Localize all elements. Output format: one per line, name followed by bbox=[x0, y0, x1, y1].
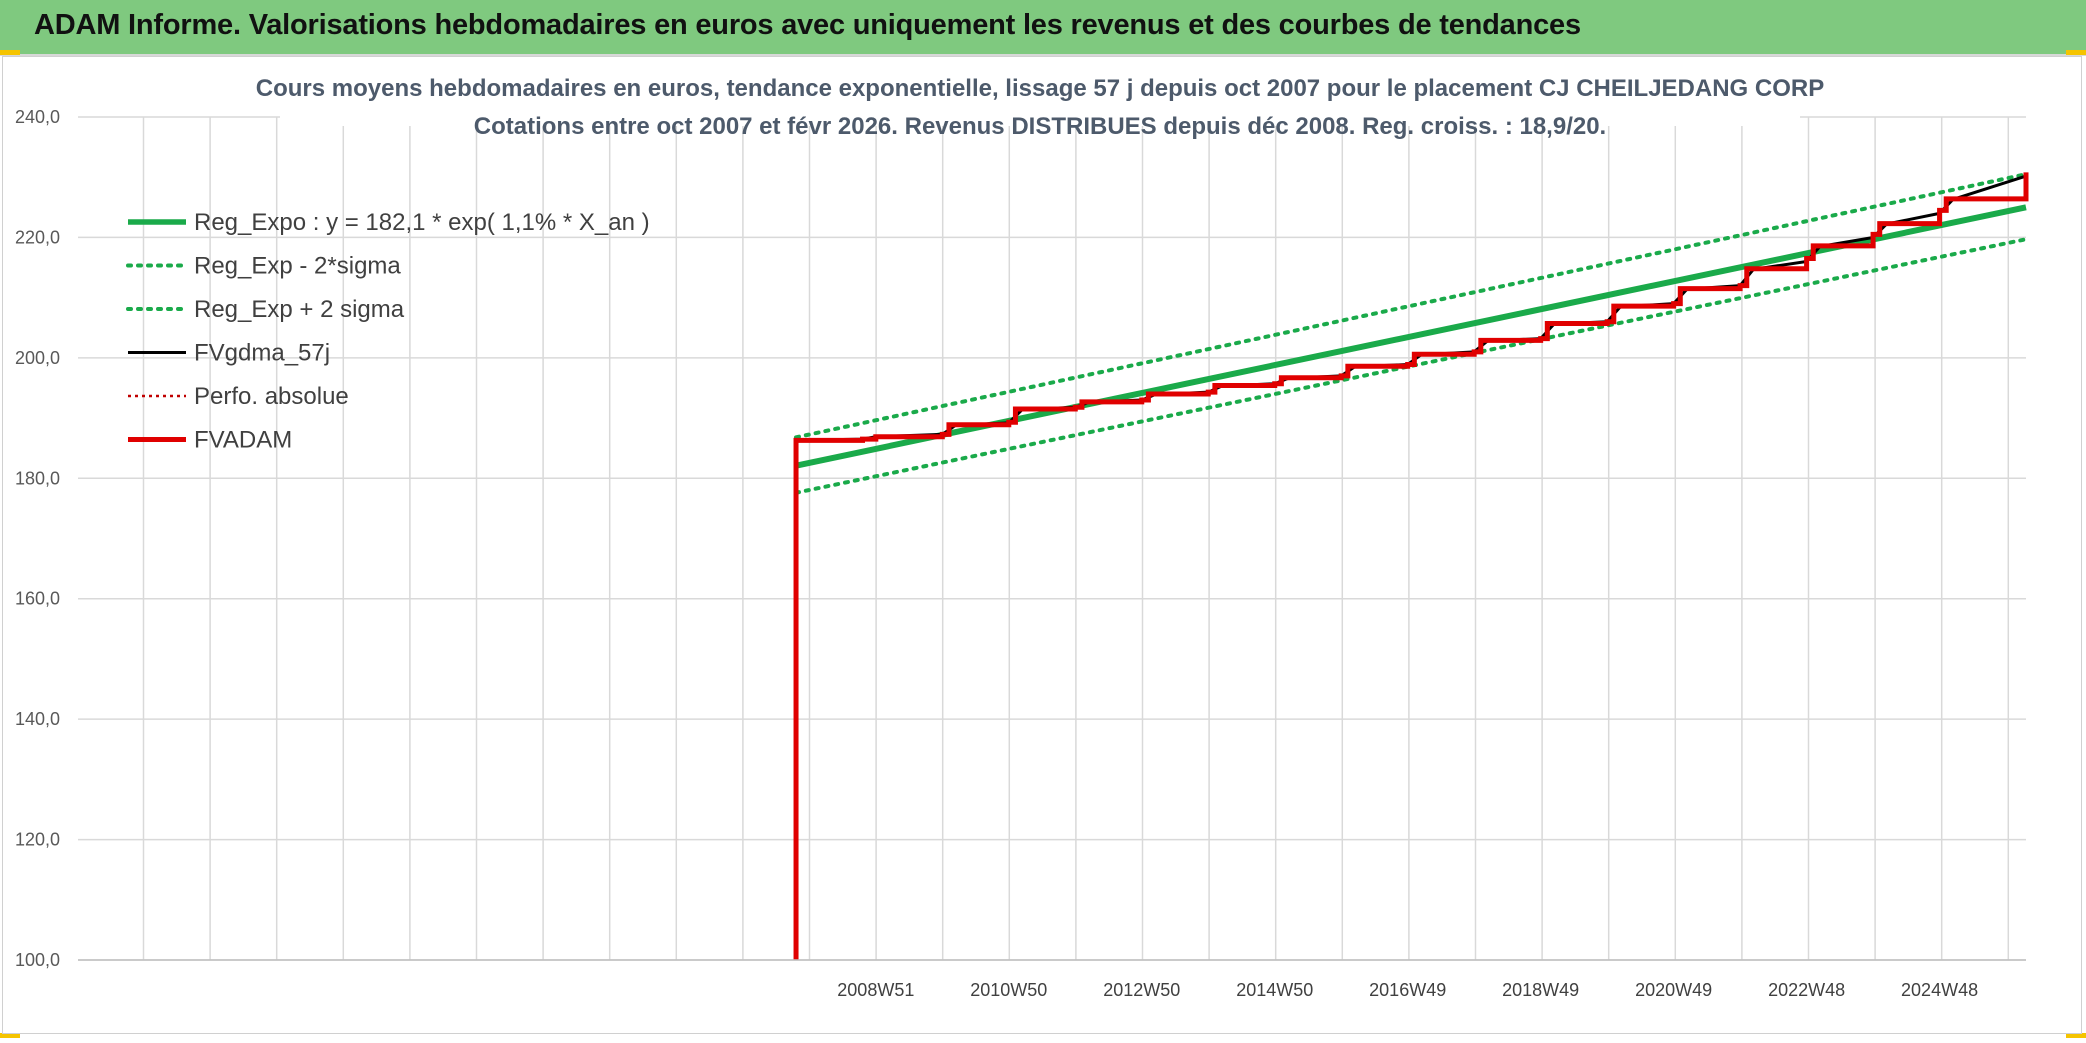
x-tick-label: 2022W48 bbox=[1768, 980, 1845, 1000]
series-line-1 bbox=[794, 237, 2028, 495]
corner-marker-bottom-left bbox=[0, 1033, 20, 1038]
y-tick-label: 140,0 bbox=[15, 709, 60, 729]
legend-label: Perfo. absolue bbox=[194, 383, 349, 410]
y-tick-label: 220,0 bbox=[15, 227, 60, 247]
x-tick-label: 2020W49 bbox=[1635, 980, 1712, 1000]
corner-marker-bottom-right bbox=[2066, 1033, 2086, 1038]
legend-label: FVgdma_57j bbox=[194, 340, 330, 367]
y-tick-label: 120,0 bbox=[15, 830, 60, 850]
x-tick-label: 2010W50 bbox=[970, 980, 1047, 1000]
corner-marker-left bbox=[0, 50, 20, 55]
chart-series bbox=[793, 172, 2029, 960]
legend-label: Reg_Exp - 2*sigma bbox=[194, 253, 401, 280]
x-tick-label: 2008W51 bbox=[837, 980, 914, 1000]
y-tick-label: 100,0 bbox=[15, 950, 60, 970]
legend-label: FVADAM bbox=[194, 427, 292, 454]
series-line-5 bbox=[793, 172, 2029, 960]
y-tick-label: 240,0 bbox=[15, 107, 60, 127]
report-banner: ADAM Informe. Valorisations hebdomadaire… bbox=[0, 0, 2086, 56]
chart-title-line: Cotations entre oct 2007 et févr 2026. R… bbox=[474, 113, 1606, 140]
legend-label: Reg_Expo : y = 182,1 * exp( 1,1% * X_an … bbox=[194, 209, 650, 236]
y-tick-label: 160,0 bbox=[15, 589, 60, 609]
legend-label: Reg_Exp + 2 sigma bbox=[194, 296, 405, 323]
chart-grid bbox=[78, 116, 2026, 961]
series-line-2 bbox=[794, 172, 2028, 440]
x-tick-label: 2024W48 bbox=[1901, 980, 1978, 1000]
x-tick-label: 2018W49 bbox=[1502, 980, 1579, 1000]
corner-marker-right bbox=[2066, 50, 2086, 55]
chart-axes: 100,0 120,0 140,0 160,0 180,0 200,0 220,0 240,0… bbox=[15, 107, 2026, 1000]
report-title: ADAM Informe. Valorisations hebdomadaire… bbox=[34, 9, 1581, 41]
valuation-chart: 100,0 120,0 140,0 160,0 180,0 200,0 220,0 240,0… bbox=[15, 58, 2029, 1000]
chart-title-background bbox=[280, 58, 1800, 126]
chart-legend: Reg_Expo : y = 182,1 * exp( 1,1% * X_an … bbox=[126, 209, 650, 454]
x-tick-label: 2012W50 bbox=[1103, 980, 1180, 1000]
chart-title-group: Cours moyens hebdomadaires en euros, ten… bbox=[256, 58, 1824, 140]
series-line-3 bbox=[796, 174, 2027, 442]
chart-container: 100,0 120,0 140,0 160,0 180,0 200,0 220,0 240,0… bbox=[0, 56, 2086, 1038]
chart-title-line: Cours moyens hebdomadaires en euros, ten… bbox=[256, 75, 1824, 102]
x-tick-label: 2014W50 bbox=[1236, 980, 1313, 1000]
y-tick-label: 200,0 bbox=[15, 348, 60, 368]
x-tick-label: 2016W49 bbox=[1369, 980, 1446, 1000]
y-tick-label: 180,0 bbox=[15, 468, 60, 488]
